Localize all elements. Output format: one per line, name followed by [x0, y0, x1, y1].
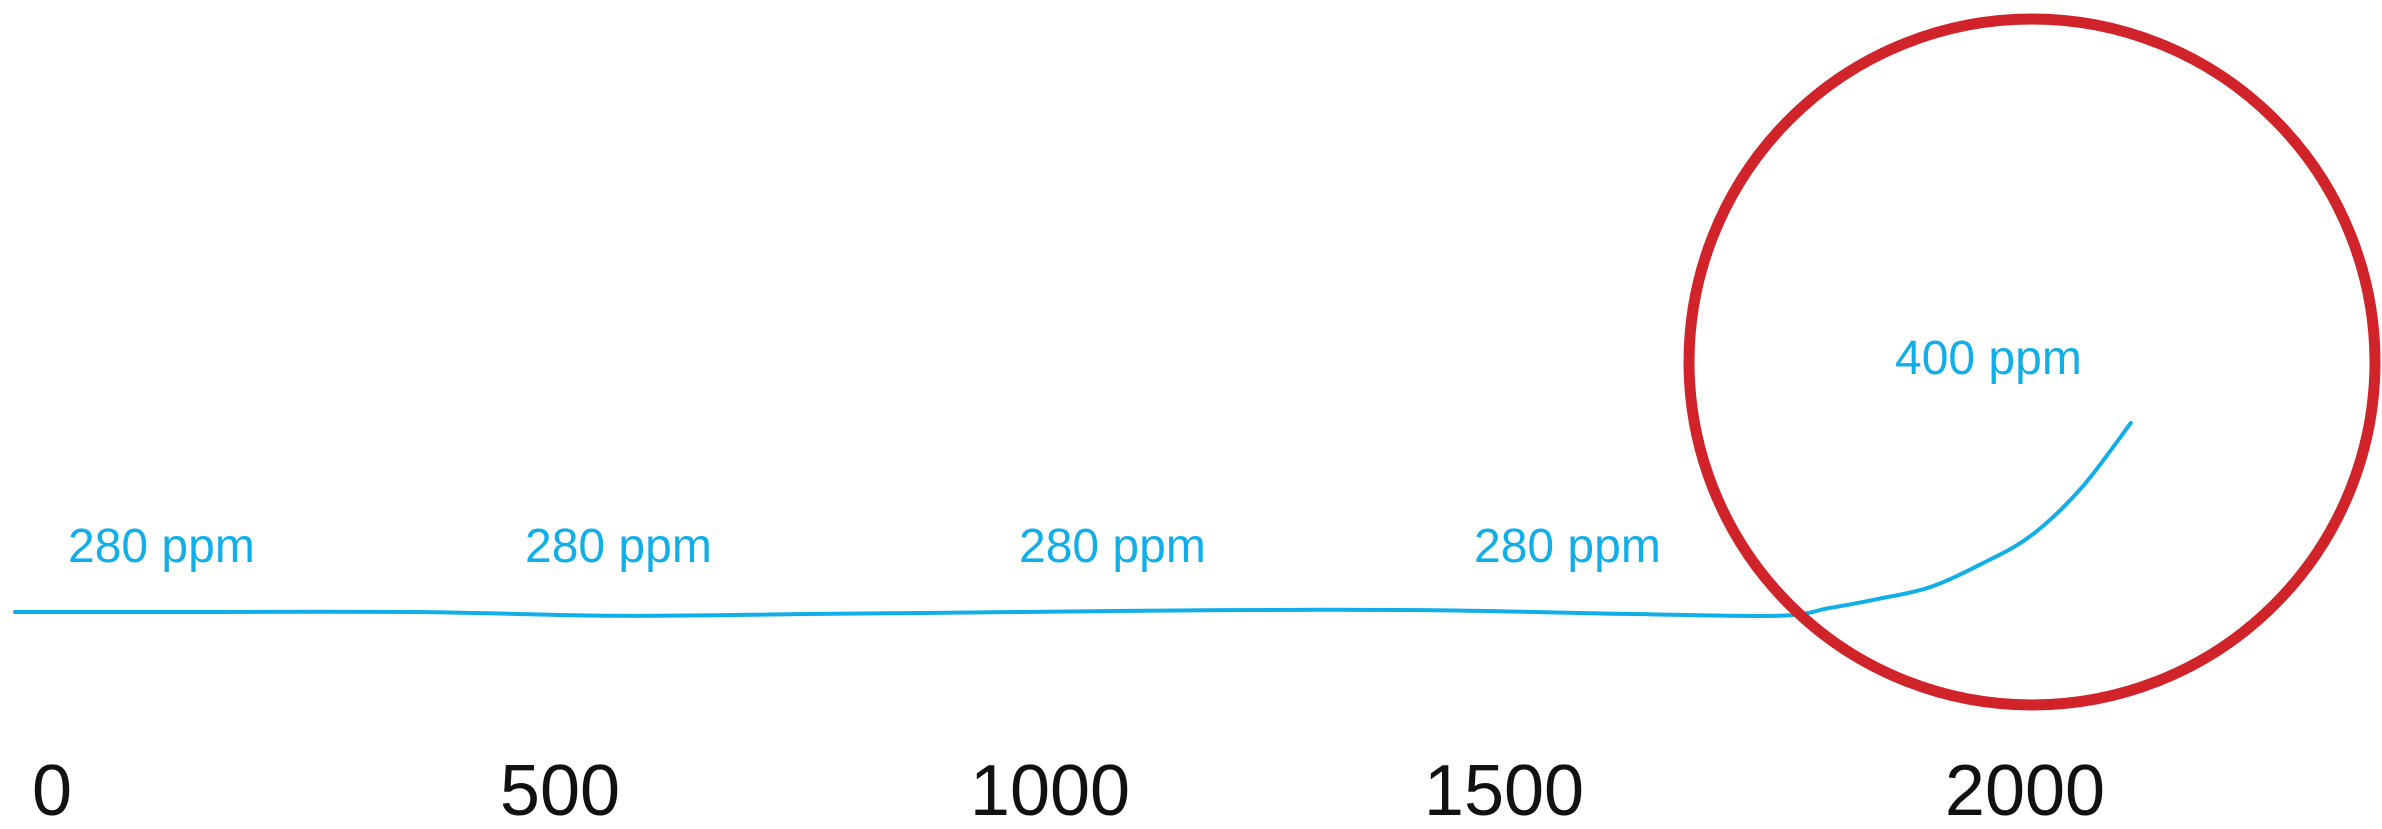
x-tick-label: 1500: [1424, 751, 1584, 829]
annotation-label: 280 ppm: [1474, 520, 1661, 573]
x-tick-label: 1000: [970, 751, 1130, 829]
annotation-labels: 280 ppm 280 ppm 280 ppm 280 ppm 400 ppm: [68, 332, 2082, 573]
x-tick-labels: 0 500 1000 1500 2000: [32, 751, 2105, 829]
x-tick-label: 500: [500, 751, 620, 829]
x-tick-label: 0: [32, 751, 72, 829]
highlight-circle: [1683, 13, 2381, 711]
annotation-label: 280 ppm: [525, 520, 712, 573]
co2-series-line: [13, 421, 2133, 619]
annotation-label: 280 ppm: [68, 520, 255, 573]
annotation-label: 400 ppm: [1895, 332, 2082, 385]
annotation-label: 280 ppm: [1019, 520, 1206, 573]
x-tick-label: 2000: [1945, 751, 2105, 829]
